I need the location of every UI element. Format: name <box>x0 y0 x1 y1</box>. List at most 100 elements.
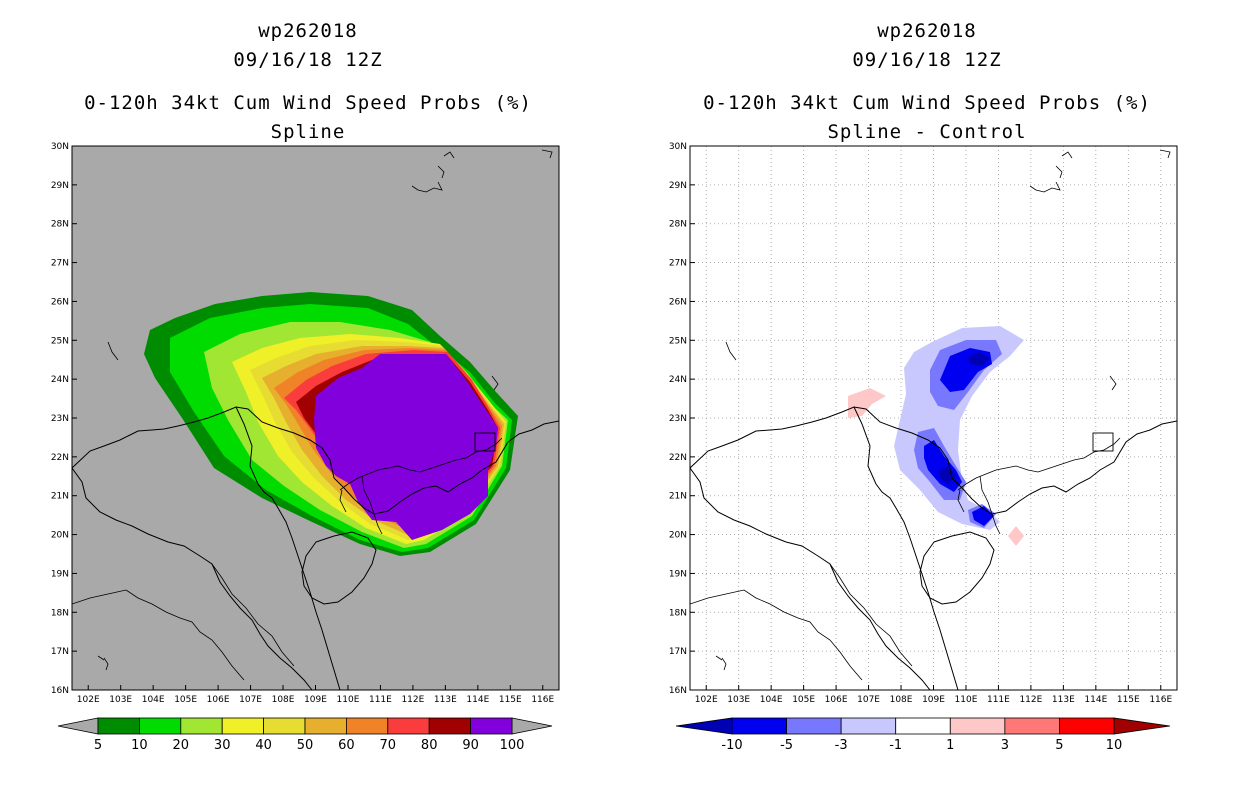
lat-label-19N: 19N <box>669 569 687 579</box>
lon-label-115E: 115E <box>499 695 522 705</box>
lat-label-27N: 27N <box>669 259 687 269</box>
left-map-panel: 30N 29N 28N 27N 26N 25N 24N 23N 22N 21N 20N 19N 18N 1… <box>51 142 560 705</box>
lon-label-110E: 110E <box>337 695 360 705</box>
right-title-storm: wp262018 <box>877 20 977 42</box>
lon-label-105E: 105E <box>174 695 197 705</box>
colorbar-label: 30 <box>214 738 231 753</box>
colorbar-label: 40 <box>255 738 272 753</box>
left-axis-ticks: 30N 29N 28N 27N 26N 25N 24N 23N 22N 21N 20N 19N 18N 1… <box>51 142 555 705</box>
colorbar-swatch <box>895 717 951 735</box>
lat-label-29N: 29N <box>51 181 69 191</box>
colorbar-label: -3 <box>835 738 848 753</box>
lat-label-28N: 28N <box>669 220 687 230</box>
diff-contour-neg1-to-neg3 <box>894 326 1024 530</box>
colorbar-swatch <box>1004 717 1060 735</box>
right-difference-contours <box>690 149 1177 690</box>
colorbar-swatch <box>180 717 223 735</box>
lon-label-108E: 108E <box>272 695 295 705</box>
colorbar-left-arrow <box>675 717 733 735</box>
colorbar-swatch <box>387 717 430 735</box>
lon-label-111E: 111E <box>987 695 1010 705</box>
lon-label-109E: 109E <box>922 695 945 705</box>
lon-label-102E: 102E <box>77 695 100 705</box>
lon-label-112E: 112E <box>401 695 424 705</box>
lat-label-25N: 25N <box>669 336 687 346</box>
lat-label-20N: 20N <box>51 531 69 541</box>
colorbar-label: -1 <box>889 738 902 753</box>
lat-label-26N: 26N <box>51 297 69 307</box>
colorbar-swatch <box>138 717 182 735</box>
lon-label-102E: 102E <box>695 695 718 705</box>
lon-label-109E: 109E <box>304 695 327 705</box>
lat-label-21N: 21N <box>669 492 687 502</box>
left-title-product: 0-120h 34kt Cum Wind Speed Probs (%) <box>84 92 532 114</box>
colorbar-label: 60 <box>338 738 355 753</box>
colorbar-label: 70 <box>380 738 397 753</box>
colorbar-right-arrow <box>1113 717 1171 735</box>
colorbar-label: 90 <box>462 738 479 753</box>
lat-label-27N: 27N <box>51 259 69 269</box>
lon-label-104E: 104E <box>142 695 165 705</box>
colorbar-label: 1 <box>946 738 954 753</box>
lon-label-107E: 107E <box>857 695 880 705</box>
diff-contour-below-neg10-south <box>940 466 956 484</box>
lat-label-26N: 26N <box>669 297 687 307</box>
colorbar-label: 10 <box>1106 738 1123 753</box>
right-title-method: Spline - Control <box>827 121 1027 143</box>
lat-label-22N: 22N <box>51 453 69 463</box>
lon-label-113E: 113E <box>434 695 457 705</box>
lat-label-25N: 25N <box>51 336 69 346</box>
lon-label-104E: 104E <box>760 695 783 705</box>
lon-label-114E: 114E <box>466 695 489 705</box>
right-map-panel: 30N 29N 28N 27N 26N 25N 24N 23N 22N 21N 20N 19N 18N 1… <box>669 142 1178 705</box>
lat-label-30N: 30N <box>51 142 69 152</box>
lon-label-115E: 115E <box>1117 695 1140 705</box>
lon-label-114E: 114E <box>1084 695 1107 705</box>
lat-label-18N: 18N <box>669 608 687 618</box>
colorbar-swatch <box>221 717 264 735</box>
colorbar-swatch <box>1059 717 1115 735</box>
colorbar-right-arrow <box>511 717 553 735</box>
lat-label-30N: 30N <box>669 142 687 152</box>
lon-label-116E: 116E <box>531 695 554 705</box>
diff-contour-below-neg10-north <box>968 352 990 366</box>
colorbar-swatch <box>345 717 389 735</box>
lon-label-108E: 108E <box>890 695 913 705</box>
lat-label-17N: 17N <box>51 647 69 657</box>
colorbar-label: 5 <box>1055 738 1063 753</box>
colorbar-swatch <box>840 717 897 735</box>
lat-label-23N: 23N <box>51 414 69 424</box>
colorbar-left-arrow <box>57 717 99 735</box>
colorbar-label: 5 <box>94 738 102 753</box>
colorbar-label: 3 <box>1001 738 1009 753</box>
lat-label-19N: 19N <box>51 569 69 579</box>
lat-label-17N: 17N <box>669 647 687 657</box>
right-title-product: 0-120h 34kt Cum Wind Speed Probs (%) <box>703 92 1151 114</box>
lon-label-106E: 106E <box>207 695 230 705</box>
colorbar-swatch <box>470 717 513 735</box>
left-title-method: Spline <box>270 121 346 143</box>
left-title-storm: wp262018 <box>258 20 358 42</box>
lon-label-105E: 105E <box>792 695 815 705</box>
colorbar-label: -10 <box>721 738 742 753</box>
colorbar-label: -5 <box>780 738 793 753</box>
lat-label-16N: 16N <box>669 686 687 696</box>
lat-label-23N: 23N <box>669 414 687 424</box>
prob-contour-90 <box>314 354 498 540</box>
lat-label-20N: 20N <box>669 531 687 541</box>
lat-label-21N: 21N <box>51 492 69 502</box>
colorbar-swatch <box>263 717 306 735</box>
colorbar-swatch <box>731 717 787 735</box>
lon-label-113E: 113E <box>1052 695 1075 705</box>
lat-label-28N: 28N <box>51 220 69 230</box>
lat-label-24N: 24N <box>669 375 687 385</box>
diff-contour-pos1-to-pos3-west <box>848 388 886 418</box>
colorbar-swatch <box>428 717 472 735</box>
right-title-date: 09/16/18 12Z <box>852 49 1002 71</box>
lon-label-106E: 106E <box>825 695 848 705</box>
lat-label-22N: 22N <box>669 453 687 463</box>
colorbar-label: 50 <box>297 738 314 753</box>
lon-label-103E: 103E <box>109 695 132 705</box>
lat-label-18N: 18N <box>51 608 69 618</box>
lon-label-111E: 111E <box>369 695 392 705</box>
